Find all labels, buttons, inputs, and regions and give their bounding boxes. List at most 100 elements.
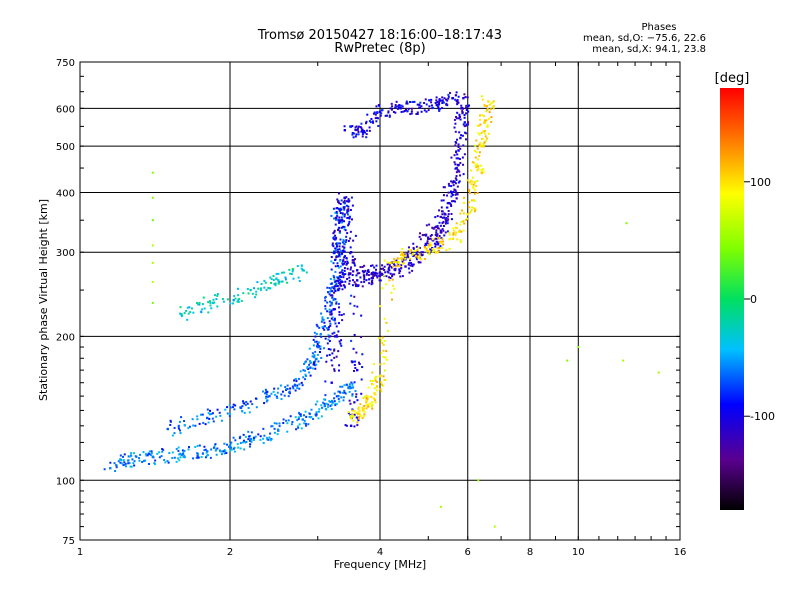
data-point: [313, 355, 316, 358]
data-point: [447, 201, 451, 205]
data-point: [175, 460, 178, 463]
data-point: [333, 397, 336, 400]
data-point: [318, 345, 321, 348]
data-point: [330, 256, 333, 259]
data-point: [488, 103, 491, 106]
data-point: [490, 120, 493, 123]
data-point: [352, 136, 355, 139]
data-point: [365, 407, 368, 410]
data-point: [350, 294, 353, 297]
data-point: [346, 277, 349, 280]
data-point: [442, 220, 445, 223]
data-point: [460, 104, 463, 107]
data-point: [442, 229, 445, 232]
data-point: [228, 412, 231, 415]
data-point: [417, 261, 420, 264]
data-point: [449, 190, 452, 193]
data-point: [303, 422, 306, 425]
data-point: [316, 353, 319, 356]
data-point: [212, 420, 215, 423]
data-point: [229, 406, 232, 409]
data-point: [477, 168, 480, 171]
data-point: [434, 237, 437, 240]
data-point: [474, 208, 477, 211]
data-point: [483, 104, 486, 107]
data-point: [350, 339, 353, 342]
data-point: [207, 421, 210, 424]
data-point: [332, 237, 335, 240]
data-point: [328, 353, 331, 356]
data-point: [177, 449, 180, 452]
data-point: [434, 216, 437, 219]
data-point: [226, 298, 229, 301]
data-point: [270, 425, 273, 428]
data-point: [215, 453, 218, 456]
data-point: [336, 244, 339, 247]
data-point: [457, 157, 460, 160]
data-point: [197, 456, 200, 459]
data-point: [460, 209, 463, 212]
data-point: [276, 391, 279, 394]
data-point: [441, 210, 444, 213]
data-point: [338, 219, 341, 222]
data-point: [331, 332, 334, 335]
data-point: [356, 129, 359, 132]
data-point: [443, 234, 446, 237]
data-point: [287, 419, 290, 422]
data-point: [425, 249, 428, 252]
data-point: [297, 276, 300, 279]
colorbar-tick-label: 0: [750, 293, 757, 306]
data-point: [469, 210, 472, 213]
data-point: [441, 99, 444, 102]
data-point: [127, 459, 130, 462]
data-point: [393, 257, 396, 260]
data-point: [426, 240, 429, 243]
data-point: [406, 253, 409, 256]
data-point: [330, 313, 333, 316]
data-point: [459, 162, 462, 165]
data-point: [329, 324, 332, 327]
data-point: [327, 328, 330, 331]
data-point: [437, 237, 440, 240]
data-point: [462, 196, 465, 199]
data-point: [440, 199, 443, 202]
data-point: [455, 175, 458, 178]
data-point: [470, 169, 473, 172]
data-point: [355, 351, 358, 354]
data-point: [391, 105, 394, 108]
data-point: [381, 273, 384, 276]
data-point: [447, 93, 450, 96]
data-point: [339, 275, 342, 278]
data-point: [317, 341, 320, 344]
data-point: [492, 107, 495, 110]
data-point: [383, 268, 386, 271]
data-point: [337, 390, 340, 393]
data-point: [334, 265, 337, 268]
data-point: [482, 115, 485, 118]
data-point: [333, 331, 336, 334]
data-point: [454, 193, 457, 196]
data-point: [415, 113, 418, 116]
data-point: [153, 462, 156, 465]
data-point: [395, 261, 398, 264]
data-point: [167, 461, 170, 464]
data-point: [331, 364, 334, 367]
data-point: [210, 412, 213, 415]
data-point: [266, 399, 269, 402]
data-point: [464, 138, 467, 141]
data-point: [349, 386, 353, 390]
data-point: [433, 248, 436, 251]
data-point: [355, 279, 359, 282]
data-point: [230, 441, 233, 444]
data-point: [315, 323, 318, 326]
data-point: [350, 196, 353, 199]
data-point: [268, 436, 271, 439]
data-point: [394, 261, 397, 264]
data-point: [427, 244, 430, 247]
data-point: [336, 262, 339, 265]
data-point: [397, 262, 400, 265]
data-point: [262, 441, 265, 444]
data-point: [391, 278, 394, 281]
data-point: [123, 461, 126, 464]
